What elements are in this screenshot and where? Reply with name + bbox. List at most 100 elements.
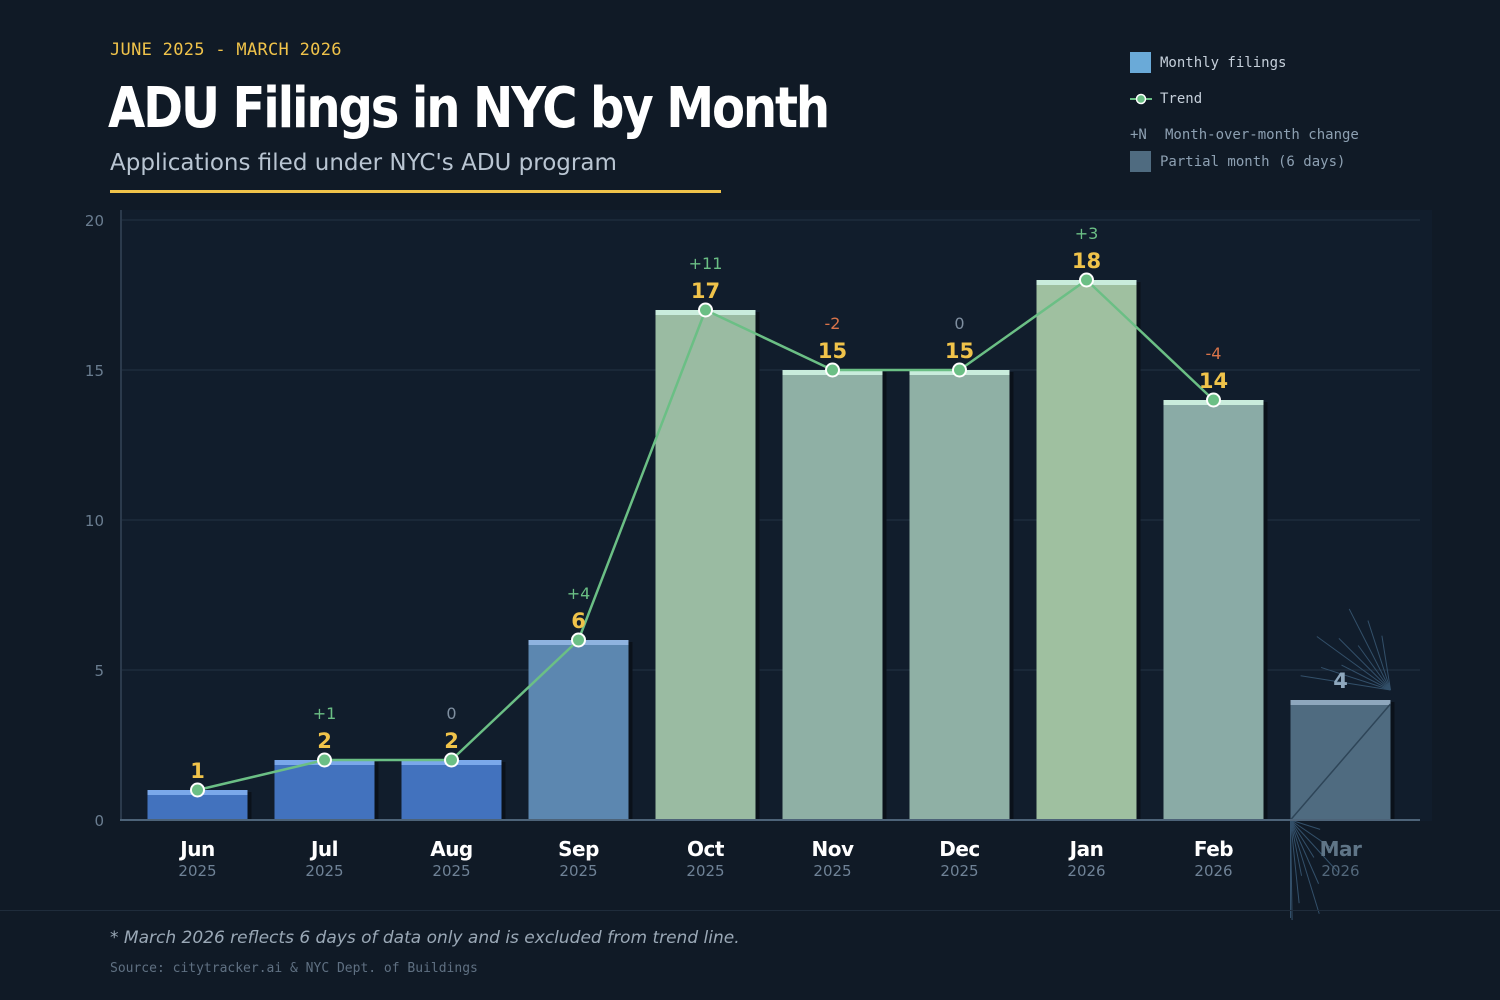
change-label: 0 (954, 314, 964, 333)
bar (401, 760, 502, 820)
change-label: -4 (1206, 344, 1222, 363)
y-tick-label: 10 (85, 512, 104, 530)
trend-point (825, 362, 840, 378)
value-label: 14 (1199, 369, 1228, 393)
x-tick-label: Dec (939, 837, 980, 861)
x-year-label: 2025 (813, 862, 851, 880)
x-tick-label: Oct (687, 837, 725, 861)
legend-label-change: Month-over-month change (1165, 127, 1359, 143)
burst-ray (1348, 608, 1391, 691)
burst-ray (1290, 819, 1320, 914)
chart-title: ADU Filings in NYC by Month (108, 76, 830, 141)
burst-ray (1381, 635, 1391, 691)
x-tick-label: Nov (811, 837, 853, 861)
date-range: JUNE 2025 - MARCH 2026 (110, 40, 342, 60)
bar (274, 760, 375, 820)
bar-cap (1290, 700, 1391, 705)
change-label: +11 (689, 254, 723, 273)
value-label: 15 (818, 339, 847, 363)
footer-divider (0, 910, 1500, 911)
y-tick-label: 15 (85, 362, 104, 380)
bar-hatch (1289, 703, 1392, 821)
title-underline (110, 190, 721, 193)
change-label: +1 (313, 704, 337, 723)
trend-point (444, 752, 459, 768)
bar-labels: 1Jun20252+1Jul202520Aug20256+4Sep202517+… (178, 224, 1362, 880)
x-year-label: 2025 (559, 862, 597, 880)
y-tick-label: 0 (94, 812, 104, 830)
burst-ray (1300, 675, 1391, 691)
trend-point (698, 302, 713, 318)
burst-ray (1290, 819, 1315, 858)
x-tick-label: Jan (1068, 837, 1104, 861)
change-label: 0 (446, 704, 456, 723)
x-year-label: 2025 (432, 862, 470, 880)
burst-ray (1341, 664, 1391, 691)
trend-point (317, 752, 332, 768)
trend-point (190, 782, 205, 798)
legend-change-marker: +N (1130, 127, 1147, 143)
trend-point (1206, 392, 1221, 408)
bar (528, 640, 629, 820)
value-label: 4 (1333, 669, 1348, 693)
x-year-label: 2026 (1321, 862, 1359, 880)
burst-ray (1290, 819, 1320, 884)
burst-ray (1338, 638, 1391, 691)
burst-ray (1290, 819, 1331, 848)
burst-ray (1316, 636, 1391, 691)
x-year-label: 2025 (178, 862, 216, 880)
burst-ray (1290, 819, 1303, 876)
trend-line (190, 272, 1221, 798)
x-tick-label: Feb (1194, 837, 1233, 861)
legend-swatch-partial (1130, 151, 1151, 172)
x-tick-label: Sep (558, 837, 599, 861)
x-year-label: 2025 (305, 862, 343, 880)
bar (782, 370, 883, 820)
x-tick-label: Jul (309, 837, 338, 861)
y-tick-label: 5 (94, 662, 104, 680)
legend-label-monthly: Monthly filings (1160, 55, 1287, 71)
legend-label-partial: Partial month (6 days) (1160, 154, 1346, 170)
bar (1036, 280, 1137, 820)
trend-point (1079, 272, 1094, 288)
x-year-label: 2025 (940, 862, 978, 880)
burst-ray (1290, 819, 1300, 904)
burst-ray (1367, 620, 1391, 691)
change-label: +4 (567, 584, 591, 603)
x-tick-label: Jun (178, 837, 214, 861)
change-label: -2 (825, 314, 841, 333)
value-label: 2 (317, 729, 332, 753)
x-year-label: 2026 (1067, 862, 1105, 880)
footnote: * March 2026 reflects 6 days of data onl… (110, 928, 740, 948)
y-tick-label: 20 (85, 212, 104, 230)
bars (147, 280, 1395, 821)
partial-month-burst (1290, 608, 1391, 920)
change-label: +3 (1075, 224, 1099, 243)
burst-ray (1320, 666, 1391, 691)
value-label: 15 (945, 339, 974, 363)
value-label: 1 (190, 759, 205, 783)
x-year-label: 2025 (686, 862, 724, 880)
trend-point (571, 632, 586, 648)
bar (1163, 400, 1264, 820)
source-note: Source: citytracker.ai & NYC Dept. of Bu… (110, 961, 478, 976)
trend-line-icon (1130, 93, 1152, 105)
burst-ray (1357, 645, 1391, 691)
value-label: 2 (444, 729, 459, 753)
x-year-label: 2026 (1194, 862, 1232, 880)
bar-chart: 1Jun20252+1Jul202520Aug20256+4Sep202517+… (84, 210, 1420, 920)
legend-swatch-monthly (1130, 52, 1151, 73)
x-tick-label: Mar (1320, 837, 1362, 861)
trend-point (952, 362, 967, 378)
value-label: 6 (571, 609, 586, 633)
chart-subtitle: Applications filed under NYC's ADU progr… (110, 150, 617, 176)
value-label: 17 (691, 279, 720, 303)
burst-ray (1290, 819, 1340, 874)
bar (655, 310, 756, 820)
burst-ray (1290, 819, 1321, 830)
value-label: 18 (1072, 249, 1101, 273)
bar (909, 370, 1010, 820)
legend-label-trend: Trend (1160, 91, 1203, 107)
x-tick-label: Aug (430, 837, 473, 861)
